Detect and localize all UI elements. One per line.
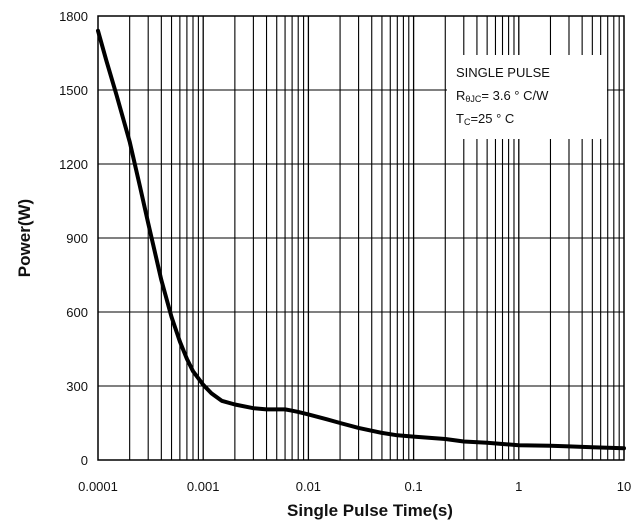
- y-tick-label: 0: [81, 453, 88, 468]
- annotation-line-3: TC=25 ° C: [456, 111, 514, 127]
- power-curve: [96, 28, 626, 451]
- y-tick-label: 1800: [59, 9, 88, 24]
- y-tick-label: 1500: [59, 83, 88, 98]
- x-tick-label: 10: [617, 479, 631, 494]
- x-tick-label: 0.01: [296, 479, 321, 494]
- x-tick-label: 1: [515, 479, 522, 494]
- x-tick-label: 0.1: [405, 479, 423, 494]
- x-tick-label: 0.0001: [78, 479, 118, 494]
- x-axis-title: Single Pulse Time(s): [287, 501, 453, 520]
- y-tick-label: 600: [66, 305, 88, 320]
- x-tick-label: 0.001: [187, 479, 220, 494]
- y-tick-labels: 0 300 600 900 1200 1500 1800: [59, 9, 88, 468]
- plot-frame: [97, 15, 625, 461]
- annotation-box: SINGLE PULSE RθJC= 3.6 ° C/W TC=25 ° C: [447, 55, 607, 139]
- x-tick-labels: 0.0001 0.001 0.01 0.1 1 10: [78, 479, 631, 494]
- y-tick-label: 300: [66, 379, 88, 394]
- y-tick-label: 1200: [59, 157, 88, 172]
- annotation-line-1: SINGLE PULSE: [456, 65, 550, 80]
- grid: [98, 16, 624, 460]
- y-tick-label: 900: [66, 231, 88, 246]
- annotation-line-2: RθJC= 3.6 ° C/W: [456, 88, 549, 104]
- annotation-background: [447, 55, 607, 139]
- y-axis-title: Power(W): [15, 199, 34, 277]
